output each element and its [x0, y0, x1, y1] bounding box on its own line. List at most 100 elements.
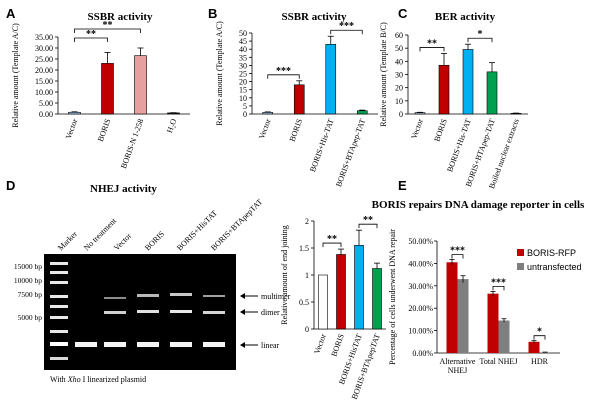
bar — [354, 245, 364, 330]
band-label-dimer: dimer — [261, 308, 280, 317]
legend-swatch-untransfected — [517, 263, 524, 270]
y-tick-label: 35 — [239, 53, 247, 62]
significance-label: * — [478, 29, 483, 40]
gel-marker-band — [50, 330, 68, 333]
bar — [446, 262, 458, 353]
y-tick-label: 40.00% — [408, 259, 433, 268]
gel-bp-label: 15000 bp — [14, 262, 42, 271]
category-label: BORIS+BTApep-TAT — [334, 117, 367, 188]
gel-band-dimer — [170, 310, 192, 313]
gel-band-linear — [75, 342, 97, 347]
y-tick-label: 30 — [395, 71, 403, 80]
bar — [457, 279, 469, 353]
chart-title: BER activity — [435, 11, 496, 23]
y-tick-label: 20.00 — [35, 66, 53, 75]
y-tick-label: 20 — [395, 84, 403, 93]
chart-ssbr-a: SSBR activity 0.00 5.00 10.00 15.00 20.00 25.0… — [11, 11, 190, 170]
y-tick-label: 40 — [395, 57, 403, 66]
category-label: BORIS — [329, 333, 346, 358]
y-tick-label: 60 — [395, 31, 403, 40]
significance-label: *** — [276, 66, 291, 77]
bar — [293, 84, 305, 115]
y-tick-label: 0.00% — [412, 349, 433, 358]
bar — [101, 63, 114, 115]
y-tick-label: 2 — [305, 217, 309, 226]
gel-band-multimer — [170, 293, 192, 296]
category-label: BORIS — [432, 118, 449, 143]
gel-band-dimer — [203, 311, 225, 314]
y-tick-label: 0.00 — [39, 110, 53, 119]
gel-band-linear — [203, 342, 225, 347]
gel-caption-post: I linearized plasmid — [81, 375, 147, 384]
significance-bracket — [419, 47, 445, 52]
gel-title: NHEJ activity — [90, 183, 157, 195]
significance-label: ** — [327, 234, 337, 245]
y-tick-label: 0 — [305, 325, 309, 334]
y-tick-label: 0 — [399, 110, 403, 119]
gel-lane-label: BORIS — [143, 229, 166, 252]
gel-lane-label: Marker — [56, 229, 79, 252]
y-tick-label: 20 — [239, 78, 247, 87]
chart-title: BORIS repairs DNA damage reporter in cel… — [372, 199, 585, 211]
y-tick-label: 15 — [239, 86, 247, 95]
y-tick-label: 10 — [395, 97, 403, 106]
chart-end-joining-d: 0 0.5 1 1.5 2 Relative amount of end joining V… — [280, 215, 386, 401]
y-tick-label: 25.00 — [35, 55, 53, 64]
y-tick-label: 25 — [239, 70, 247, 79]
bar — [462, 49, 474, 115]
significance-bracket — [492, 286, 505, 291]
bar — [356, 110, 368, 115]
gel-marker-band — [50, 342, 68, 346]
category-label: BORIS-N 1-258 — [119, 118, 145, 170]
bar — [134, 55, 147, 115]
band-label-linear: linear — [261, 341, 280, 350]
bar — [336, 254, 346, 330]
significance-label: *** — [450, 246, 465, 257]
gel-band-multimer — [203, 295, 225, 297]
y-tick-label: 5.00 — [39, 99, 53, 108]
y-tick-label: 10 — [239, 94, 247, 103]
y-axis-label: Relative amount (Template A/C) — [11, 23, 20, 128]
arrowhead-linear-icon — [240, 342, 245, 348]
gel-band-multimer — [104, 297, 126, 299]
gel-band-dimer — [137, 310, 159, 313]
bar — [262, 112, 274, 115]
significance-label: ** — [427, 38, 437, 49]
chart-title: SSBR activity — [281, 11, 347, 23]
significance-label: ** — [103, 20, 113, 31]
gel-caption-pre: With — [50, 375, 68, 384]
legend-swatch-boris-rfp — [517, 249, 524, 256]
significance-bracket — [267, 74, 300, 79]
y-axis-label: Relative amount (Template B/C) — [379, 22, 388, 127]
bar — [325, 44, 337, 115]
gel-band-linear — [104, 342, 126, 347]
significance-bracket — [451, 254, 464, 259]
category-label: H₂O — [165, 117, 178, 134]
category-label: BORIS — [96, 118, 113, 143]
gel-bp-label: 5000 bp — [18, 313, 43, 322]
y-tick-label: 20.00% — [408, 304, 433, 313]
significance-label: ** — [363, 215, 373, 226]
gel-marker-band — [50, 262, 68, 265]
significance-label: *** — [491, 277, 506, 288]
legend-e: BORIS-RFP untransfected — [517, 248, 582, 272]
bar — [498, 320, 510, 353]
gel-marker-band — [50, 305, 68, 308]
category-label: BORIS — [288, 118, 305, 143]
gel-caption-italic: Xho — [67, 375, 81, 384]
arrowhead-multimer-icon — [240, 293, 245, 299]
gel-marker-band — [50, 281, 68, 284]
bar — [487, 293, 499, 353]
y-tick-label: 10.00% — [408, 327, 433, 336]
y-tick-label: 5 — [243, 102, 247, 111]
y-tick-label: 1 — [305, 271, 309, 280]
bar — [438, 64, 450, 115]
significance-bracket — [74, 37, 108, 42]
y-tick-label: 1.5 — [299, 244, 309, 253]
gel-marker-band — [50, 295, 68, 298]
significance-bracket — [533, 335, 546, 340]
bar — [68, 111, 81, 115]
panel-letter-d: D — [6, 178, 15, 193]
significance-bracket — [467, 37, 493, 43]
